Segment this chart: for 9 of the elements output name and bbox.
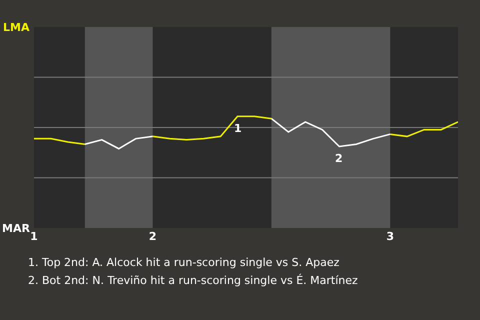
text: MAR: [2, 222, 30, 235]
text: LMA: [3, 21, 30, 34]
text: 1. Top 2nd: A. Alcock hit a run-scoring single vs S. Apaez: [28, 256, 340, 269]
text: 2. Bot 2nd: N. Treviño hit a run-scoring single vs É. Martínez: [28, 273, 358, 287]
annotation: 2: [335, 152, 343, 165]
x-tick-label: 2: [148, 230, 157, 243]
x-tick-label: 1: [30, 230, 38, 243]
x-tick-label: 3: [386, 230, 394, 243]
annotation: 1: [234, 122, 242, 135]
